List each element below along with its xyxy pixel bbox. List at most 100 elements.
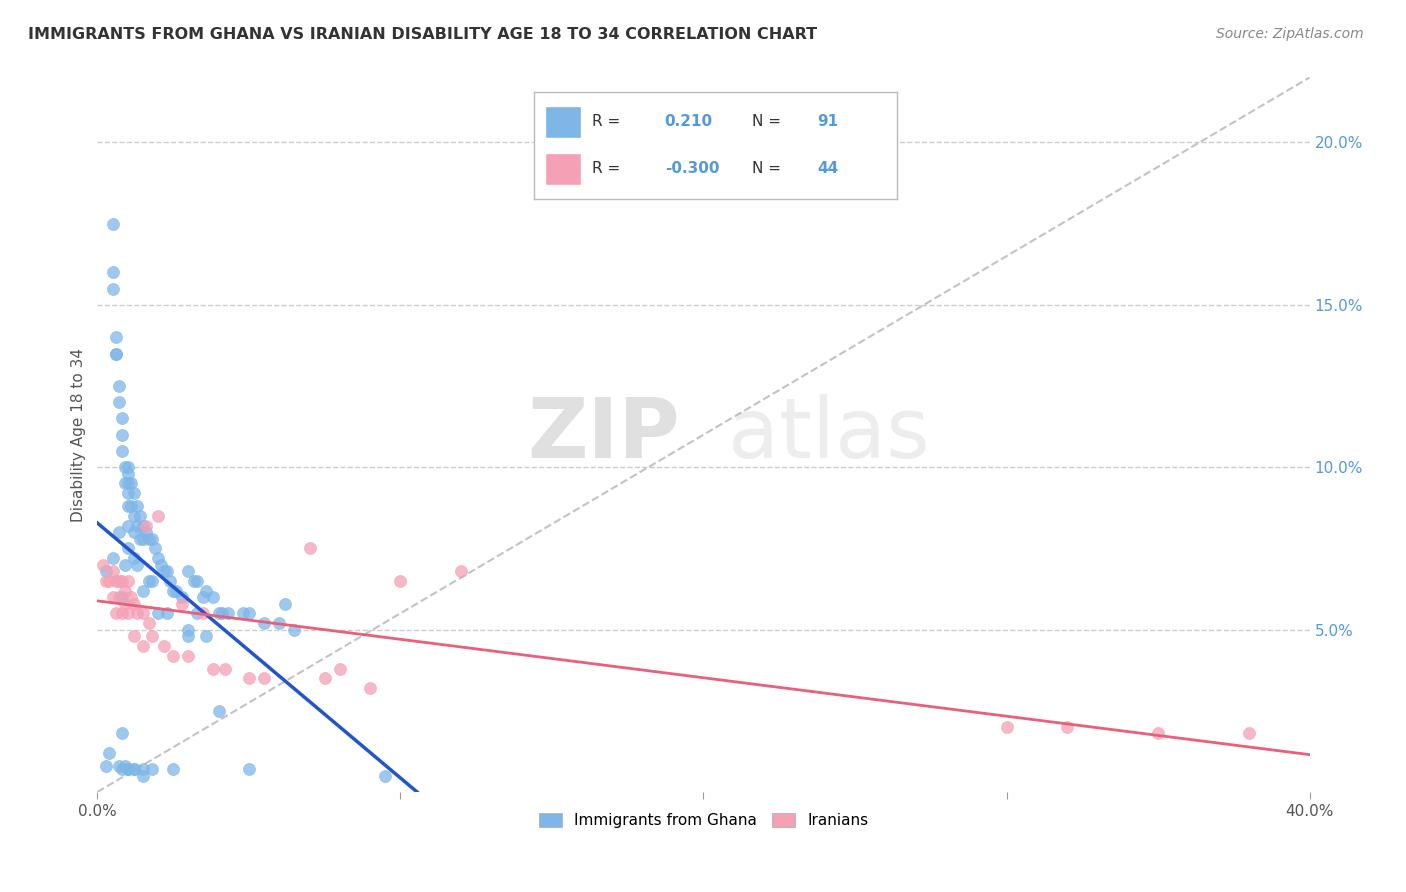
Point — [104, 607, 127, 621]
Point — [186, 574, 208, 588]
Point — [143, 541, 166, 556]
Text: ZIP: ZIP — [527, 394, 679, 475]
Point — [995, 720, 1018, 734]
Point — [195, 629, 218, 643]
Point — [96, 574, 118, 588]
Point — [146, 551, 169, 566]
Point — [93, 558, 115, 572]
Point — [110, 726, 132, 740]
Point — [153, 564, 176, 578]
Point — [125, 558, 148, 572]
Point — [107, 590, 129, 604]
Text: IMMIGRANTS FROM GHANA VS IRANIAN DISABILITY AGE 18 TO 34 CORRELATION CHART: IMMIGRANTS FROM GHANA VS IRANIAN DISABIL… — [28, 27, 817, 42]
Text: atlas: atlas — [728, 394, 929, 475]
Point — [114, 476, 136, 491]
Y-axis label: Disability Age 18 to 34: Disability Age 18 to 34 — [72, 348, 86, 522]
Point — [153, 639, 176, 653]
Point — [122, 525, 145, 540]
Point — [150, 558, 173, 572]
Point — [193, 590, 215, 604]
Point — [132, 532, 155, 546]
Point — [159, 574, 181, 588]
Point — [232, 607, 254, 621]
Point — [110, 590, 132, 604]
Point — [114, 583, 136, 598]
Point — [1056, 720, 1078, 734]
Point — [96, 759, 118, 773]
Point — [107, 379, 129, 393]
Point — [117, 762, 139, 776]
Point — [238, 607, 260, 621]
Point — [125, 518, 148, 533]
Text: Source: ZipAtlas.com: Source: ZipAtlas.com — [1216, 27, 1364, 41]
Point — [211, 607, 233, 621]
Point — [138, 574, 160, 588]
Point — [117, 574, 139, 588]
Point — [450, 564, 472, 578]
Point — [207, 607, 229, 621]
Point — [253, 616, 276, 631]
Point — [117, 607, 139, 621]
Point — [141, 532, 163, 546]
Point — [183, 574, 205, 588]
Point — [114, 759, 136, 773]
Point — [114, 597, 136, 611]
Point — [117, 762, 139, 776]
Point — [177, 629, 200, 643]
Point — [162, 648, 184, 663]
Point — [135, 525, 157, 540]
Point — [122, 762, 145, 776]
Point — [283, 623, 305, 637]
Point — [101, 281, 124, 295]
Point — [1147, 726, 1170, 740]
Point — [132, 583, 155, 598]
Point — [253, 671, 276, 685]
Point — [117, 476, 139, 491]
Point — [177, 648, 200, 663]
Point — [110, 762, 132, 776]
Point — [101, 265, 124, 279]
Point — [98, 746, 121, 760]
Point — [172, 597, 194, 611]
Point — [214, 661, 236, 675]
Legend: Immigrants from Ghana, Iranians: Immigrants from Ghana, Iranians — [533, 807, 875, 834]
Point — [110, 411, 132, 425]
Point — [138, 532, 160, 546]
Point — [138, 616, 160, 631]
Point — [107, 759, 129, 773]
Point — [201, 661, 224, 675]
Point — [122, 508, 145, 523]
Point — [117, 541, 139, 556]
Point — [201, 590, 224, 604]
Point — [120, 476, 142, 491]
Point — [132, 518, 155, 533]
Point — [101, 217, 124, 231]
Point — [207, 704, 229, 718]
Point — [125, 499, 148, 513]
Point — [101, 564, 124, 578]
Point — [117, 499, 139, 513]
Point — [122, 486, 145, 500]
Point — [177, 623, 200, 637]
Point — [156, 564, 179, 578]
Point — [110, 444, 132, 458]
Point — [122, 551, 145, 566]
Point — [186, 607, 208, 621]
Point — [117, 518, 139, 533]
Point — [104, 346, 127, 360]
Point — [132, 769, 155, 783]
Point — [193, 607, 215, 621]
Point — [238, 762, 260, 776]
Point — [172, 590, 194, 604]
Point — [128, 508, 150, 523]
Point — [238, 671, 260, 685]
Point — [177, 564, 200, 578]
Point — [389, 574, 412, 588]
Point — [132, 639, 155, 653]
Point — [359, 681, 381, 695]
Point — [98, 574, 121, 588]
Point — [122, 762, 145, 776]
Point — [104, 574, 127, 588]
Point — [141, 629, 163, 643]
Point — [101, 590, 124, 604]
